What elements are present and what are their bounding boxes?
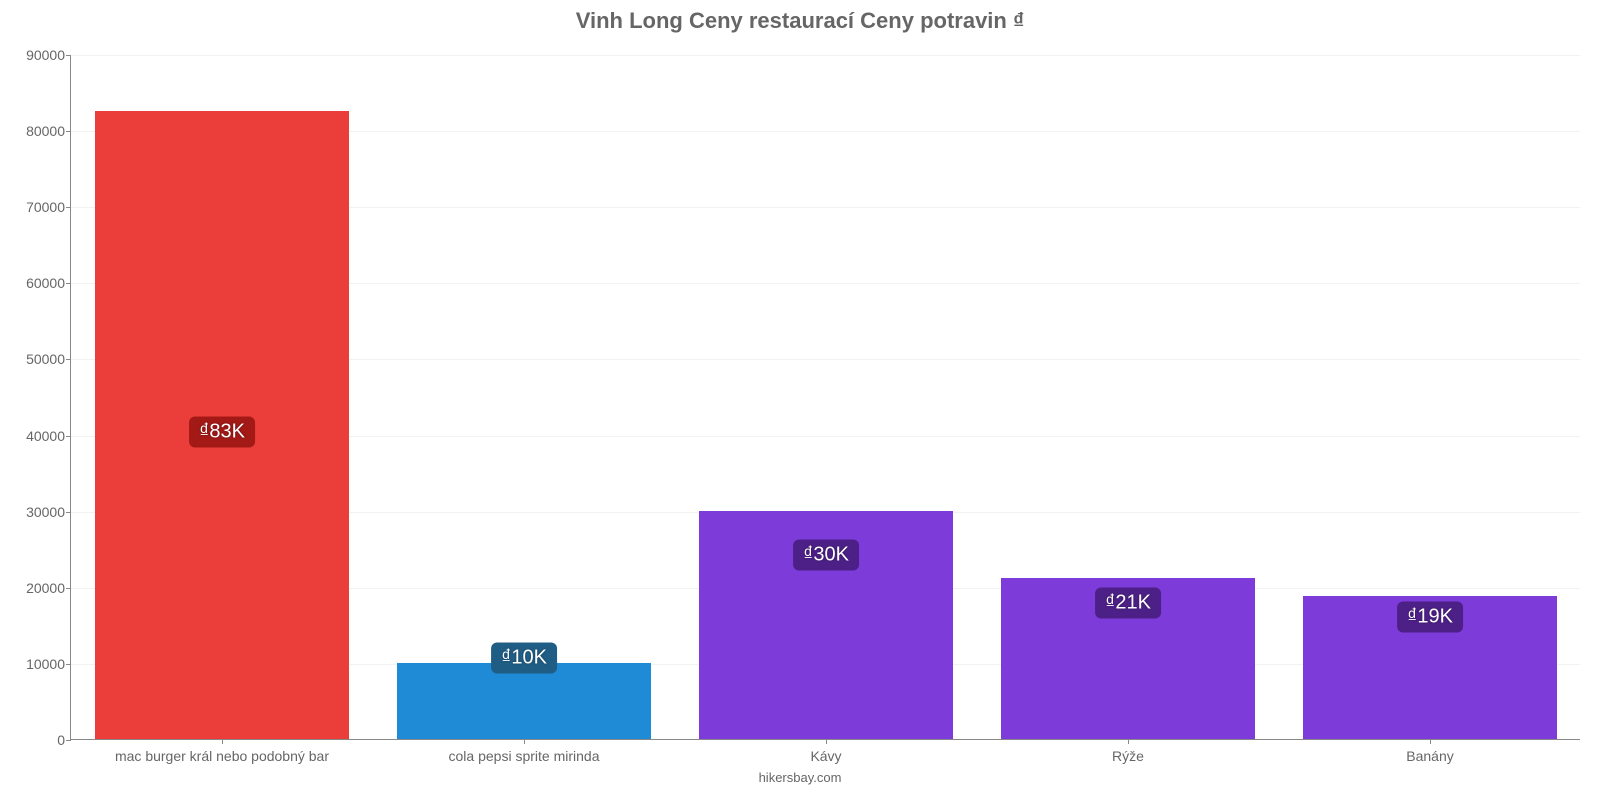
y-tick-label: 0 bbox=[57, 732, 65, 748]
y-tick-label: 30000 bbox=[26, 504, 65, 520]
x-category-label: Kávy bbox=[810, 748, 841, 764]
y-tick-mark bbox=[66, 512, 71, 513]
y-tick-label: 10000 bbox=[26, 656, 65, 672]
y-tick-mark bbox=[66, 55, 71, 56]
y-tick-mark bbox=[66, 131, 71, 132]
x-tick-mark bbox=[524, 739, 525, 744]
x-category-label: Rýže bbox=[1112, 748, 1144, 764]
x-category-label: Banány bbox=[1406, 748, 1453, 764]
y-tick-label: 40000 bbox=[26, 428, 65, 444]
bar-value-label: ₫21K bbox=[1095, 588, 1161, 619]
y-tick-mark bbox=[66, 588, 71, 589]
y-tick-label: 80000 bbox=[26, 123, 65, 139]
y-tick-mark bbox=[66, 436, 71, 437]
y-tick-label: 20000 bbox=[26, 580, 65, 596]
x-tick-mark bbox=[222, 739, 223, 744]
y-tick-mark bbox=[66, 664, 71, 665]
bar-value-label: ₫10K bbox=[491, 642, 557, 673]
y-tick-mark bbox=[66, 740, 71, 741]
y-tick-mark bbox=[66, 283, 71, 284]
bar-value-label: ₫83K bbox=[189, 416, 255, 447]
bar-value-label: ₫30K bbox=[793, 540, 859, 571]
y-tick-label: 50000 bbox=[26, 351, 65, 367]
attribution: hikersbay.com bbox=[0, 770, 1600, 785]
y-tick-mark bbox=[66, 359, 71, 360]
bar-chart: Vinh Long Ceny restaurací Ceny potravin … bbox=[0, 0, 1600, 800]
y-tick-label: 70000 bbox=[26, 199, 65, 215]
chart-title: Vinh Long Ceny restaurací Ceny potravin … bbox=[0, 8, 1600, 34]
y-tick-label: 90000 bbox=[26, 47, 65, 63]
bar-value-label: ₫19K bbox=[1397, 601, 1463, 632]
plot-area: 0100002000030000400005000060000700008000… bbox=[70, 55, 1580, 740]
x-category-label: cola pepsi sprite mirinda bbox=[449, 748, 600, 764]
y-tick-mark bbox=[66, 207, 71, 208]
y-tick-label: 60000 bbox=[26, 275, 65, 291]
x-tick-mark bbox=[1430, 739, 1431, 744]
bar bbox=[397, 663, 651, 739]
grid-line bbox=[71, 55, 1580, 56]
x-tick-mark bbox=[826, 739, 827, 744]
x-tick-mark bbox=[1128, 739, 1129, 744]
x-category-label: mac burger král nebo podobný bar bbox=[115, 748, 329, 764]
